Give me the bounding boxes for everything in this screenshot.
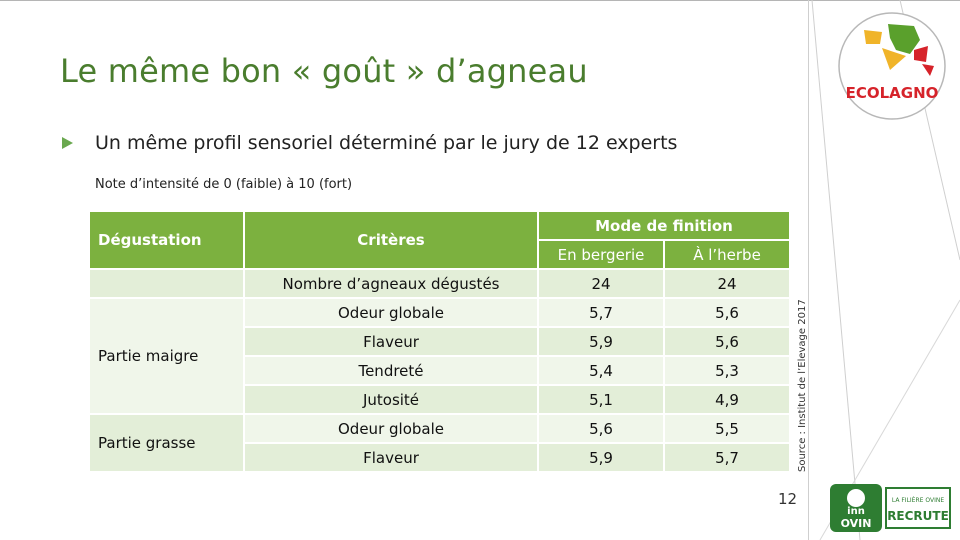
slide-title: Le même bon « goût » d’agneau	[60, 52, 588, 90]
row-value-herbe: 24	[665, 270, 789, 299]
row-value-bergerie: 5,9	[539, 328, 665, 357]
group-partie-maigre: Partie maigre	[90, 299, 245, 415]
row-value-bergerie: 5,7	[539, 299, 665, 328]
decorative-line-vertical	[808, 0, 809, 540]
row-value-herbe: 5,6	[665, 328, 789, 357]
group-empty-cell	[90, 270, 245, 299]
recrute-line2: RECRUTE	[887, 509, 949, 523]
row-value-herbe: 5,3	[665, 357, 789, 386]
header-mode-finition: Mode de finition	[539, 212, 789, 241]
row-value-herbe: 4,9	[665, 386, 789, 415]
inn-text: inn	[847, 506, 865, 517]
row-value-bergerie: 5,1	[539, 386, 665, 415]
row-value-herbe: 5,7	[665, 444, 789, 471]
header-a-l-herbe: À l’herbe	[665, 241, 789, 270]
header-criteres: Critères	[245, 212, 539, 270]
source-note: Source : Institut de l’Elevage 2017	[797, 299, 808, 472]
ecolagno-wordmark: ECOLAGNO	[846, 84, 939, 102]
row-value-bergerie: 5,6	[539, 415, 665, 444]
ecolagno-logo: ECOLAGNO	[838, 12, 946, 120]
recrute-line1: LA FILIÈRE OVINE	[892, 496, 944, 504]
row-value-bergerie: 5,4	[539, 357, 665, 386]
row-value-herbe: 5,6	[665, 299, 789, 328]
row-criteria: Nombre d’agneaux dégustés	[245, 270, 539, 299]
row-criteria: Jutosité	[245, 386, 539, 415]
inn-ovin-logo: inn OVIN LA FILIÈRE OVINE RECRUTE	[830, 484, 951, 532]
row-criteria: Flaveur	[245, 328, 539, 357]
row-criteria: Tendreté	[245, 357, 539, 386]
row-value-herbe: 5,5	[665, 415, 789, 444]
ovin-text: OVIN	[841, 517, 872, 530]
row-criteria: Flaveur	[245, 444, 539, 471]
decorative-line-top	[0, 0, 960, 1]
row-value-bergerie: 24	[539, 270, 665, 299]
sensory-table: Dégustation Critères Mode de finition En…	[90, 212, 789, 471]
bullet-text: Un même profil sensoriel déterminé par l…	[95, 132, 678, 154]
scale-note: Note d’intensité de 0 (faible) à 10 (for…	[95, 177, 353, 192]
row-criteria: Odeur globale	[245, 415, 539, 444]
header-en-bergerie: En bergerie	[539, 241, 665, 270]
group-partie-grasse: Partie grasse	[90, 415, 245, 471]
arrow-bullet-icon	[62, 137, 73, 149]
page-number: 12	[778, 490, 798, 508]
row-value-bergerie: 5,9	[539, 444, 665, 471]
bullet-point: Un même profil sensoriel déterminé par l…	[62, 132, 677, 154]
header-degustation: Dégustation	[90, 212, 245, 270]
row-criteria: Odeur globale	[245, 299, 539, 328]
